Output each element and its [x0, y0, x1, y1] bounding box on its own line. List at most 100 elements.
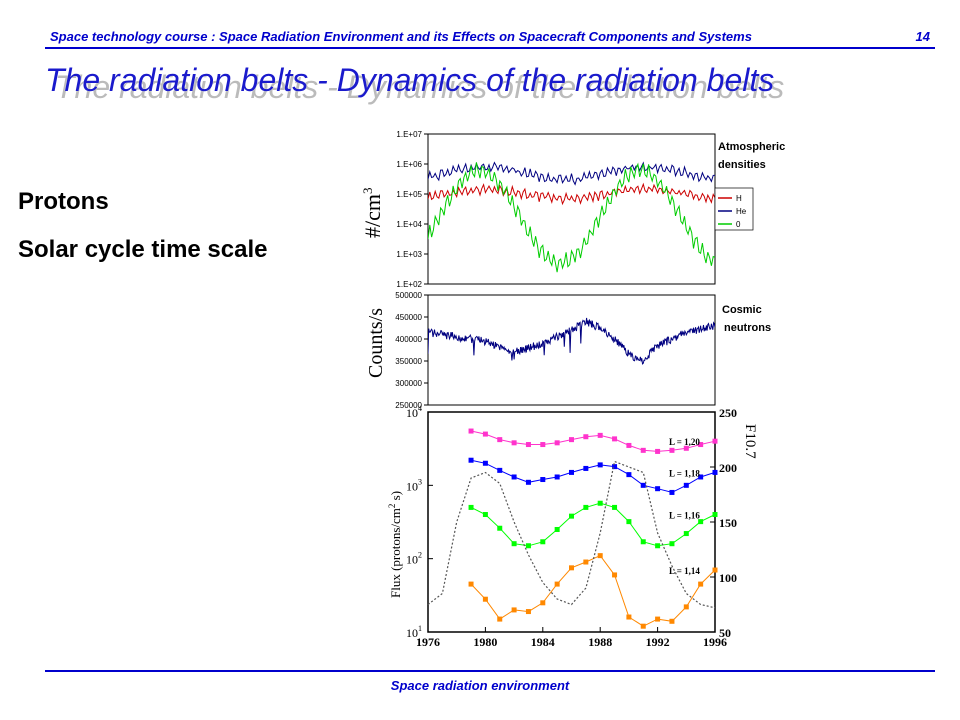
- series-0-line: [428, 162, 715, 273]
- point-l-1-14: [712, 567, 718, 573]
- point-l-1-20: [525, 442, 531, 448]
- annotation-cosmic: Cosmic: [722, 304, 762, 316]
- point-l-1-18: [612, 464, 618, 470]
- series-label-l-1-16: L = 1,16: [669, 511, 700, 521]
- point-l-1-20: [597, 432, 603, 438]
- point-l-1-18: [712, 469, 718, 475]
- y-tick-label-3: 103: [406, 477, 422, 493]
- series-f10-7-line: [427, 460, 716, 609]
- point-l-1-16: [511, 541, 517, 547]
- footer-divider: [45, 670, 935, 672]
- point-l-1-16: [525, 543, 531, 549]
- point-l-1-14: [482, 596, 488, 602]
- y-tick-label-2: 500000: [395, 291, 422, 300]
- point-l-1-20: [540, 442, 546, 448]
- point-l-1-18: [468, 457, 474, 463]
- legend-1: H He 0: [718, 194, 747, 229]
- point-l-1-16: [583, 504, 589, 510]
- point-l-1-20: [683, 445, 689, 451]
- point-l-1-16: [612, 504, 618, 510]
- point-l-1-14: [698, 581, 704, 587]
- point-l-1-14: [468, 581, 474, 587]
- point-l-1-18: [583, 465, 589, 471]
- point-l-1-16: [698, 519, 704, 525]
- point-l-1-20: [712, 438, 718, 444]
- y-axis-label-3: Flux (protons/cm2 s): [387, 491, 403, 598]
- annotation-neutrons: neutrons: [724, 322, 771, 334]
- point-l-1-14: [626, 614, 632, 620]
- point-l-1-18: [540, 477, 546, 483]
- point-l-1-18: [569, 469, 574, 475]
- y-tick-label-1: 1.E+07: [396, 130, 422, 139]
- point-l-1-16: [569, 513, 574, 519]
- point-l-1-16: [497, 525, 503, 531]
- x-tick-label-3: 1992: [646, 635, 670, 649]
- annotation-atmospheric: Atmospheric: [718, 141, 785, 153]
- y2-tick-label-3: 150: [719, 516, 737, 530]
- chart-cosmic-neutrons: 500000 450000 400000 350000 300000 250000 Cou…: [365, 291, 771, 410]
- slide-title: The radiation belts - Dynamics of the ra…: [45, 62, 775, 98]
- legend-box-1: [714, 187, 754, 231]
- x-tick-label-3: 1984: [531, 635, 555, 649]
- point-l-1-14: [554, 581, 560, 587]
- y-axis-label-1: #/cm3: [360, 188, 385, 239]
- point-l-1-14: [655, 616, 661, 622]
- point-l-1-18: [640, 482, 646, 488]
- point-l-1-20: [669, 447, 675, 453]
- series-label-l-1-14: L = 1,14: [669, 566, 700, 576]
- point-l-1-18: [554, 474, 560, 480]
- legend-label-h: H: [736, 194, 742, 203]
- point-l-1-20: [583, 434, 589, 440]
- y2-tick-label-3: 200: [719, 461, 737, 475]
- plot-frame-2: [427, 294, 716, 406]
- point-l-1-20: [511, 440, 517, 446]
- annotation-densities: densities: [718, 159, 766, 171]
- y-tick-label-3: 104: [406, 404, 422, 420]
- y2-tick-label-3: 100: [719, 571, 737, 585]
- y-tick-label-3: 102: [406, 551, 422, 567]
- point-l-1-20: [554, 440, 560, 446]
- point-l-1-20: [626, 442, 632, 448]
- point-l-1-18: [683, 482, 689, 488]
- y-tick-label-2: 300000: [395, 379, 422, 388]
- point-l-1-18: [655, 486, 661, 492]
- point-l-1-20: [569, 437, 574, 443]
- y-tick-label-1: 1.E+06: [396, 160, 422, 169]
- y-tick-label-1: 1.E+03: [396, 250, 422, 259]
- point-l-1-16: [655, 543, 661, 549]
- point-l-1-18: [597, 462, 603, 468]
- point-l-1-14: [640, 623, 646, 629]
- chart-proton-flux: 1976 1980 1984 1988 1992 1996 104 103 102 101 250 2…: [387, 404, 758, 649]
- footer-text: Space radiation environment: [390, 678, 570, 693]
- y-tick-label-1: 1.E+04: [396, 220, 422, 229]
- y2-axis-label-3: F10.7: [742, 424, 758, 459]
- point-l-1-20: [612, 436, 618, 442]
- y-tick-label-3: 101: [406, 624, 422, 640]
- point-l-1-16: [640, 539, 646, 545]
- point-l-1-18: [511, 474, 517, 480]
- y-tick-label-2: 350000: [395, 357, 422, 366]
- point-l-1-16: [540, 539, 546, 545]
- legend-label-0: 0: [736, 220, 741, 229]
- point-l-1-20: [497, 437, 503, 443]
- series-label-l-1-20: L = 1,20: [669, 437, 700, 447]
- point-l-1-14: [511, 607, 517, 613]
- x-tick-label-3: 1980: [473, 635, 497, 649]
- plot-frame-1: [427, 133, 716, 285]
- bullet-protons: Protons: [18, 188, 109, 215]
- x-tick-label-3: 1996: [703, 635, 727, 649]
- point-l-1-16: [554, 526, 560, 532]
- y-tick-label-2: 450000: [395, 313, 422, 322]
- point-l-1-14: [683, 604, 689, 610]
- course-title: Space technology course : Space Radiatio…: [50, 29, 752, 44]
- point-l-1-16: [468, 504, 474, 510]
- point-l-1-18: [482, 460, 488, 466]
- point-l-1-20: [468, 428, 474, 434]
- page-number: 14: [915, 29, 930, 44]
- point-l-1-16: [712, 512, 718, 518]
- y-tick-label-2: 400000: [395, 335, 422, 344]
- point-l-1-20: [655, 448, 661, 454]
- point-l-1-20: [482, 431, 488, 437]
- point-l-1-18: [698, 474, 704, 480]
- series-label-l-1-18: L = 1,18: [669, 468, 700, 478]
